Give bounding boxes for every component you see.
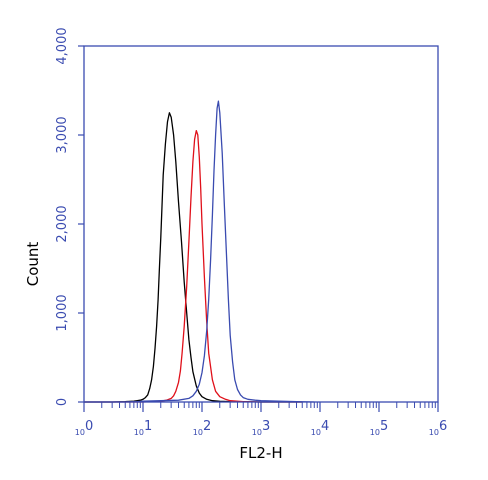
x-tick-exponent: 5 bbox=[380, 419, 388, 434]
x-axis-title: FL2-H bbox=[239, 444, 282, 462]
x-tick-base: 10 bbox=[193, 428, 203, 437]
histogram-series-1 bbox=[84, 112, 303, 403]
y-tick-label: 4,000 bbox=[55, 27, 70, 64]
x-tick-base: 10 bbox=[75, 428, 85, 437]
x-tick-base: 10 bbox=[134, 428, 144, 437]
x-tick-exponent: 0 bbox=[85, 419, 93, 434]
x-tick-exponent: 4 bbox=[321, 419, 329, 434]
x-tick-label: 106 bbox=[429, 419, 447, 437]
histogram-series-2 bbox=[84, 129, 303, 403]
x-tick-label: 100 bbox=[75, 419, 93, 437]
x-axis-ticks: 100 101 102 103 104 105 106 bbox=[75, 402, 447, 437]
x-tick-base: 10 bbox=[370, 428, 380, 437]
x-tick-exponent: 2 bbox=[203, 419, 211, 434]
y-tick-label: 1,000 bbox=[55, 294, 70, 331]
x-tick-label: 104 bbox=[311, 419, 329, 437]
x-tick-label: 101 bbox=[134, 419, 152, 437]
y-tick-label: 2,000 bbox=[55, 205, 70, 242]
plot-frame bbox=[83, 45, 439, 403]
x-tick-base: 10 bbox=[252, 428, 262, 437]
x-tick-label: 103 bbox=[252, 419, 270, 437]
y-axis-ticks: 0 1,000 2,000 3,000 4,000 bbox=[55, 27, 84, 406]
y-tick-label: 3,000 bbox=[55, 116, 70, 153]
series-layer bbox=[84, 100, 315, 403]
y-axis-title: Count bbox=[24, 242, 42, 287]
x-tick-exponent: 3 bbox=[262, 419, 270, 434]
x-tick-label: 102 bbox=[193, 419, 211, 437]
x-tick-base: 10 bbox=[311, 428, 321, 437]
x-tick-exponent: 1 bbox=[144, 419, 152, 434]
x-tick-base: 10 bbox=[429, 428, 439, 437]
y-tick-label: 0 bbox=[55, 398, 70, 406]
histogram-series-3 bbox=[84, 100, 315, 403]
x-tick-label: 105 bbox=[370, 419, 388, 437]
x-tick-exponent: 6 bbox=[439, 419, 447, 434]
